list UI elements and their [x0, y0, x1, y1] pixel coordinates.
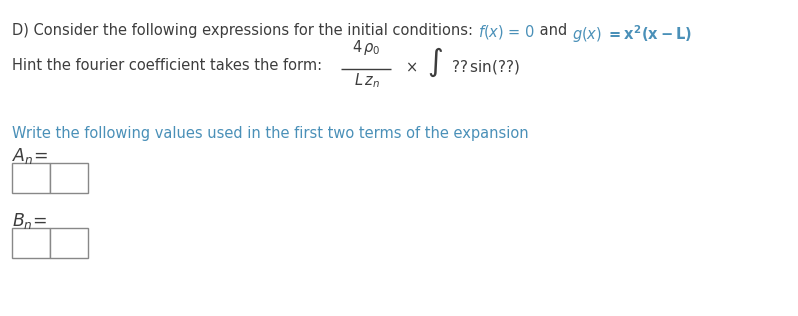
Bar [12, 228, 50, 258]
Text: and: and [535, 23, 571, 38]
Text: $\mathbf{\it{g}}$($\mathbf{\it{x}}$) $\mathbf{= x^2(x-L)}$: $\mathbf{\it{g}}$($\mathbf{\it{x}}$) $\m… [571, 23, 692, 45]
Text: $A_n$=: $A_n$= [12, 146, 48, 166]
Text: $\int$: $\int$ [428, 45, 444, 79]
Text: Hint the fourier coefficient takes the form:: Hint the fourier coefficient takes the f… [12, 58, 331, 73]
Text: $4\,\rho_0$: $4\,\rho_0$ [352, 38, 381, 57]
Text: $??\,\sin(??)$: $??\,\sin(??)$ [452, 58, 520, 76]
Text: $B_n$=: $B_n$= [12, 211, 47, 231]
Bar [12, 163, 50, 193]
Text: $\it{f}$($\it{x}$) = 0: $\it{f}$($\it{x}$) = 0 [478, 23, 535, 41]
Text: D) Consider the following expressions for the initial conditions:: D) Consider the following expressions fo… [12, 23, 478, 38]
Text: $\times$: $\times$ [405, 59, 417, 75]
Bar [50, 163, 88, 193]
Bar [50, 228, 88, 258]
Text: Write the following values used in the first two terms of the expansion: Write the following values used in the f… [12, 126, 528, 141]
Text: $L\,z_n$: $L\,z_n$ [354, 71, 381, 90]
